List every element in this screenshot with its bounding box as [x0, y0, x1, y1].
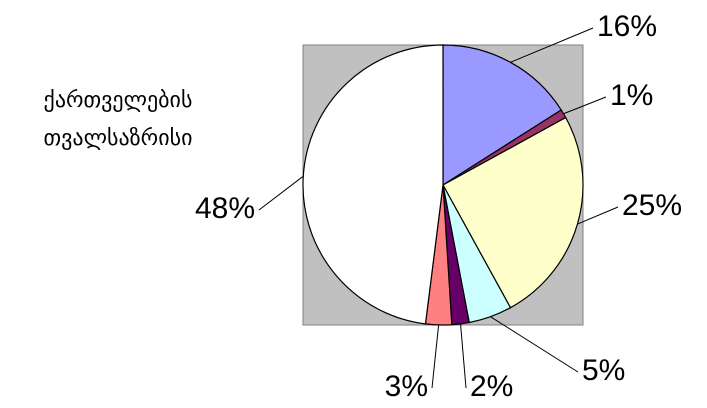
- pie-slice: [442, 44, 563, 187]
- data-label: 25%: [622, 189, 682, 222]
- leader-line: [490, 316, 579, 373]
- data-label: 1%: [610, 79, 653, 112]
- pie-slice: [302, 44, 444, 325]
- leader-line: [431, 324, 440, 389]
- data-label: 2%: [470, 370, 513, 403]
- data-label: 3%: [385, 370, 428, 403]
- leader-line: [577, 206, 619, 225]
- leader-line: [460, 323, 467, 389]
- leader-line: [258, 175, 304, 211]
- data-label: 5%: [582, 354, 625, 387]
- data-label: 48%: [195, 192, 255, 225]
- data-label: 16%: [597, 10, 657, 43]
- pie-slice: [442, 116, 584, 309]
- leader-line: [510, 27, 594, 63]
- leader-line: [563, 96, 607, 115]
- chart-title: ქართველების თვალსაზრისი: [43, 88, 193, 151]
